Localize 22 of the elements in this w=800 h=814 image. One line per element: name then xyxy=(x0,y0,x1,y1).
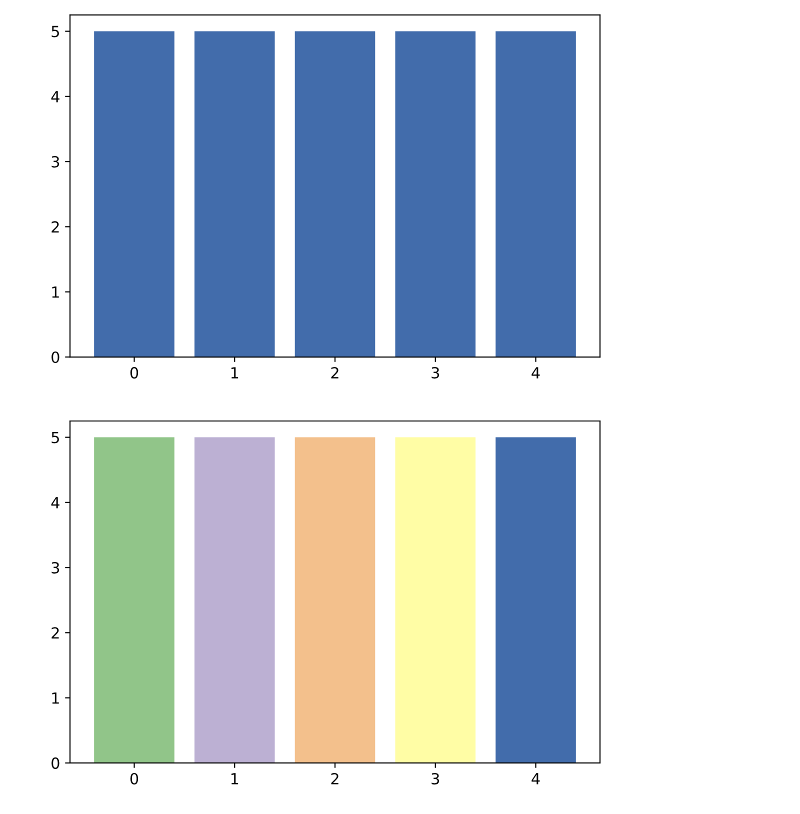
y-tick-label: 5 xyxy=(52,26,59,38)
y-tick-label: 4 xyxy=(51,497,60,508)
x-tick-label: 4 xyxy=(532,367,540,378)
y-tick-label: 1 xyxy=(52,692,59,704)
x-tick-label: 3 xyxy=(432,367,440,379)
x-tick-label: 1 xyxy=(231,367,238,378)
y-tick-label: 1 xyxy=(52,286,59,298)
x-tick-label: 3 xyxy=(432,772,440,785)
x-tick-label: 2 xyxy=(331,367,338,378)
x-tick-label: 4 xyxy=(532,773,540,784)
x-tick-label: 1 xyxy=(231,773,238,784)
y-tick-label: 5 xyxy=(52,432,59,444)
y-tick-label: 3 xyxy=(52,156,60,168)
x-tick-label: 0 xyxy=(130,367,138,379)
y-tick-label: 2 xyxy=(52,221,59,233)
y-tick-label: 0 xyxy=(52,351,60,364)
x-tick-label: 2 xyxy=(331,772,338,784)
y-tick-label: 4 xyxy=(51,91,60,102)
y-tick-label: 0 xyxy=(52,757,60,769)
x-tick-label: 0 xyxy=(130,772,138,785)
y-tick-label: 2 xyxy=(52,627,59,638)
y-tick-label: 3 xyxy=(52,562,60,574)
